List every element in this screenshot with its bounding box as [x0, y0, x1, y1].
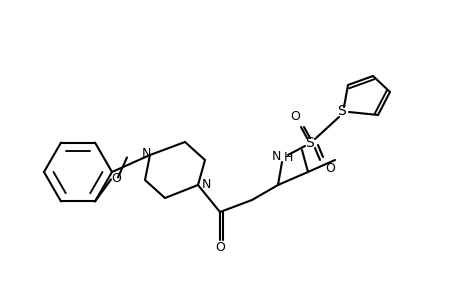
- Text: H: H: [283, 151, 292, 164]
- Text: O: O: [290, 110, 299, 122]
- Text: O: O: [325, 161, 334, 175]
- Text: O: O: [111, 172, 121, 185]
- Text: O: O: [215, 242, 224, 254]
- Text: S: S: [337, 104, 346, 118]
- Text: N: N: [201, 178, 210, 191]
- Text: S: S: [305, 136, 313, 150]
- Text: N: N: [141, 146, 151, 160]
- Text: N: N: [271, 149, 280, 163]
